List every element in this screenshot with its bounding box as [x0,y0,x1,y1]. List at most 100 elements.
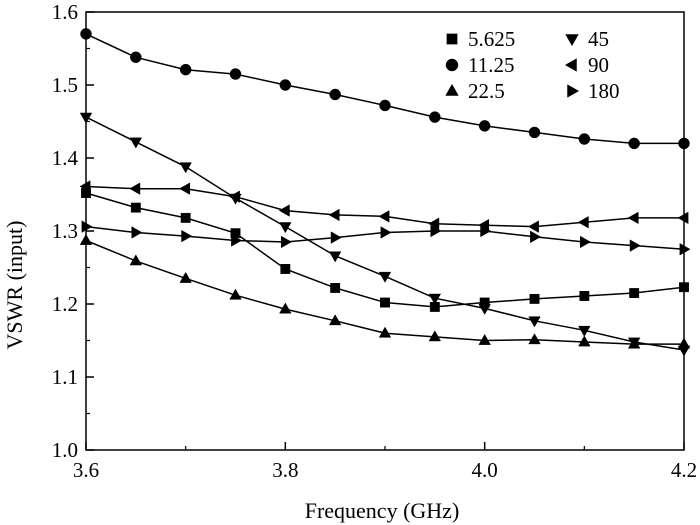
data-point [378,326,392,338]
data-point [81,220,93,233]
y-tick-label: 1.6 [52,0,78,24]
legend-marker [445,83,459,96]
data-point [428,293,442,305]
x-tick-label: 3.6 [73,458,99,482]
data-point [79,233,93,245]
data-point [577,216,589,229]
data-point [428,330,442,342]
data-point [228,190,240,203]
legend-label: 22.5 [468,79,505,103]
data-point [329,88,341,101]
data-point [480,224,492,238]
series-180 [81,220,691,256]
legend-item: 11.25 [445,53,514,77]
data-point [328,208,340,222]
data-point [131,226,143,239]
data-point [330,283,341,293]
data-point [229,288,242,300]
legend-marker [567,84,580,98]
data-point [528,126,541,139]
y-tick-label: 1.0 [52,438,78,462]
data-point [579,291,590,301]
data-point [529,293,540,304]
data-point [278,204,290,217]
data-point [528,333,541,345]
series-11.25 [80,28,690,150]
data-point [429,111,441,123]
data-point [530,230,542,244]
data-point [179,182,191,195]
y-axis: 1.0 1.1 1.2 1.3 1.4 1.5 1.6 [52,0,94,462]
y-tick-label: 1.5 [52,73,78,97]
data-point [528,316,541,328]
data-point [578,133,591,145]
data-point [280,264,291,274]
data-point [380,226,392,239]
data-point [627,211,639,225]
data-point [229,68,242,80]
data-point [430,224,442,238]
x-tick-label: 3.8 [272,458,298,482]
data-point [378,210,390,223]
legend-item: 22.5 [445,79,505,103]
series-line [85,185,684,228]
y-tick-label: 1.4 [52,146,79,170]
data-point [677,345,691,357]
legend-item: 180 [567,79,620,103]
data-point [180,212,191,223]
data-point [478,304,491,315]
legend-item: 45 [565,27,609,51]
data-point [181,229,193,243]
data-point [330,231,342,244]
y-axis-label: VSWR (input) [2,221,27,350]
data-point [629,288,640,298]
data-point [80,28,92,40]
data-point [629,239,641,252]
data-point [179,63,192,76]
x-tick-label: 4.2 [671,458,697,482]
data-point [129,137,143,149]
data-point [79,112,93,124]
y-tick-label: 1.2 [52,292,78,316]
series-line [85,192,685,308]
legend-label: 180 [588,79,620,103]
legend-item: 5.625 [446,27,515,51]
data-point [130,51,142,64]
data-point [527,220,539,233]
data-point [79,180,91,193]
data-point [478,333,491,345]
data-point [179,162,192,174]
data-point [379,99,391,112]
legend-label: 45 [588,27,609,51]
data-point [579,235,591,249]
data-point [179,271,192,283]
legend-item: 90 [564,53,609,77]
data-point [378,271,392,283]
legend-marker [565,34,579,47]
series-5.625 [81,188,689,312]
data-point [678,137,690,150]
legend-marker [564,58,577,72]
data-point [231,234,243,247]
data-point [478,120,491,132]
y-tick-label: 1.3 [52,219,78,243]
data-point [328,314,342,326]
data-point [679,282,689,293]
data-point [578,335,591,347]
data-point [578,325,591,337]
data-point [279,302,292,314]
data-point [628,137,640,150]
legend-marker [445,58,459,72]
x-axis-label: Frequency (GHz) [305,498,460,523]
data-point [328,251,342,263]
data-point [677,211,689,225]
data-point [279,222,292,234]
data-point [627,337,641,349]
series-90 [79,180,689,233]
series-layer [79,28,691,357]
legend-label: 5.625 [468,27,515,51]
x-tick-label: 4.0 [472,458,498,482]
data-point [679,243,691,256]
